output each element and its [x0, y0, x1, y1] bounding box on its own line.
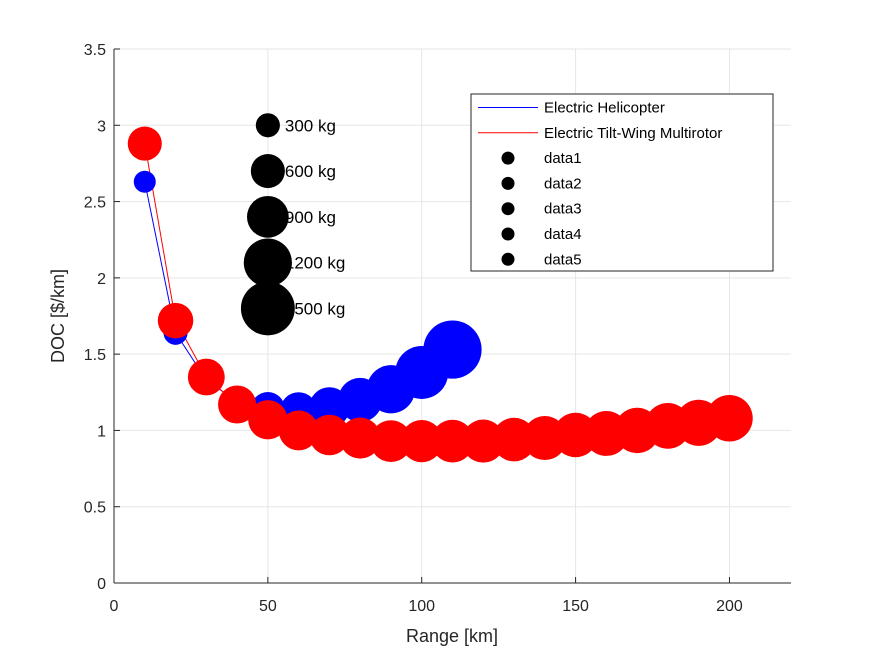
- size-key-label: 1200 kg: [285, 254, 346, 273]
- series-2-point: [431, 419, 474, 463]
- size-key-label: 600 kg: [285, 162, 336, 181]
- axes: [113, 48, 791, 584]
- y-tick-label: 3.5: [84, 42, 106, 59]
- legend-label: data1: [544, 150, 582, 167]
- series-1-point: [423, 320, 482, 379]
- series-2-point: [187, 358, 225, 396]
- y-tick-label: 1: [97, 423, 106, 440]
- legend-marker-swatch: [501, 176, 515, 190]
- series-2-point: [370, 420, 412, 462]
- legend-label: data2: [544, 175, 582, 192]
- y-tick-label: 1.5: [84, 347, 106, 364]
- series-points: [127, 126, 753, 463]
- legend-label: data5: [544, 251, 582, 268]
- legend-label: Electric Helicopter: [544, 100, 665, 117]
- size-key-marker: [255, 113, 280, 138]
- series-2-point: [461, 419, 505, 463]
- series-2-point: [339, 417, 381, 459]
- series-2-point: [400, 420, 443, 463]
- legend-marker-swatch: [501, 151, 515, 165]
- y-tick-label: 2: [97, 271, 106, 288]
- x-axis-label: Range [km]: [406, 626, 498, 646]
- legend-label: data3: [544, 201, 582, 218]
- legend-marker-swatch: [501, 202, 515, 216]
- legend-marker-swatch: [501, 227, 515, 241]
- series-2-point: [248, 400, 288, 440]
- series-2-point: [309, 414, 350, 456]
- size-key-marker: [243, 238, 292, 287]
- y-tick-label: 0: [97, 576, 106, 593]
- series-2-point: [157, 302, 194, 339]
- x-tick-label: 200: [716, 598, 743, 615]
- legend-marker-swatch: [501, 252, 515, 266]
- x-tick-label: 100: [408, 598, 435, 615]
- size-key-label: 1500 kg: [285, 299, 346, 318]
- size-key-marker: [246, 195, 289, 238]
- series-2-point: [278, 410, 319, 451]
- y-tick-label: 3: [97, 118, 106, 135]
- legend-box: [470, 93, 774, 272]
- series-1-point: [133, 170, 156, 193]
- y-axis-label: DOC [$/km]: [48, 269, 68, 363]
- size-key-label: 900 kg: [285, 208, 336, 227]
- tick-labels: 0 50 100 150 200 0 0.5 1 1.5 2 2.5 3 3.5: [84, 42, 743, 615]
- legend: Electric Helicopter Electric Tilt-Wing Mu…: [470, 93, 774, 272]
- x-tick-label: 150: [562, 598, 589, 615]
- x-tick-label: 50: [259, 598, 277, 615]
- size-key-label: 300 kg: [285, 116, 336, 135]
- size-key-marker: [240, 281, 295, 336]
- legend-label: Electric Tilt-Wing Multirotor: [544, 125, 722, 142]
- series-2-point: [706, 394, 753, 442]
- size-key-marker: [250, 154, 285, 189]
- series-2-point: [218, 385, 257, 424]
- y-tick-label: 2.5: [84, 195, 106, 212]
- series-2-point: [127, 126, 162, 161]
- size-key: 300 kg 600 kg 900 kg 1200 kg 1500 kg: [240, 113, 346, 336]
- y-tick-label: 0.5: [84, 500, 106, 517]
- legend-label: data4: [544, 226, 582, 243]
- x-tick-label: 0: [110, 598, 119, 615]
